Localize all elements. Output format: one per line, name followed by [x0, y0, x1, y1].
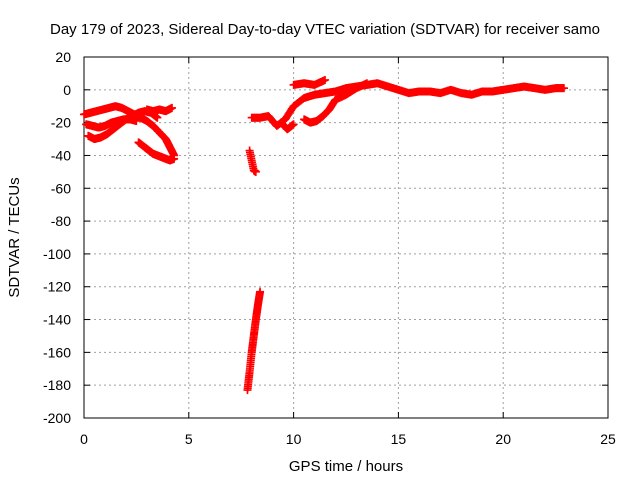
data-point — [321, 75, 330, 84]
series-track-i — [300, 79, 371, 127]
series-track-j — [289, 75, 330, 89]
y-tick-label: -40 — [51, 147, 71, 163]
series-track-k — [277, 118, 298, 134]
series-track-d — [134, 138, 179, 165]
x-tick-label: 25 — [600, 431, 616, 447]
x-tick-label: 0 — [80, 431, 88, 447]
x-tick-label: 5 — [185, 431, 193, 447]
y-tick-label: -20 — [51, 115, 71, 131]
data-point — [251, 167, 260, 176]
x-tick-label: 15 — [391, 431, 407, 447]
y-tick-label: 0 — [63, 82, 71, 98]
y-tick-label: -100 — [43, 246, 71, 262]
data-point — [362, 79, 371, 88]
y-tick-label: -180 — [43, 377, 71, 393]
series-track-e — [142, 103, 177, 116]
y-tick-label: -60 — [51, 180, 71, 196]
data-point — [168, 103, 177, 112]
y-tick-label: -140 — [43, 312, 71, 328]
data-point — [153, 113, 162, 122]
series-track-f — [243, 287, 265, 395]
y-tick-label: 20 — [55, 49, 71, 65]
y-tick-label: -200 — [43, 410, 71, 426]
series-track-h — [247, 79, 568, 130]
data-point — [559, 84, 568, 93]
x-tick-label: 20 — [495, 431, 511, 447]
data-point — [256, 287, 265, 296]
series-track-g — [245, 146, 260, 176]
series-track-c — [82, 115, 141, 132]
plot-frame — [83, 56, 609, 419]
y-axis-label: SDTVAR / TECUs — [6, 177, 23, 297]
data-point — [132, 116, 141, 125]
chart-title: Day 179 of 2023, Sidereal Day-to-day VTE… — [50, 21, 600, 38]
y-tick-label: -120 — [43, 279, 71, 295]
data-points — [80, 75, 568, 395]
x-axis-label: GPS time / hours — [289, 458, 403, 475]
axis-ticks: 0 5 10 15 20 25 20 0 -20 -40 -60 -80 -100 -120 -140 -16… — [43, 49, 616, 447]
y-tick-label: -160 — [43, 344, 71, 360]
x-tick-label: 10 — [286, 431, 302, 447]
y-tick-label: -80 — [51, 213, 71, 229]
data-point — [170, 154, 179, 163]
data-point — [289, 120, 298, 129]
